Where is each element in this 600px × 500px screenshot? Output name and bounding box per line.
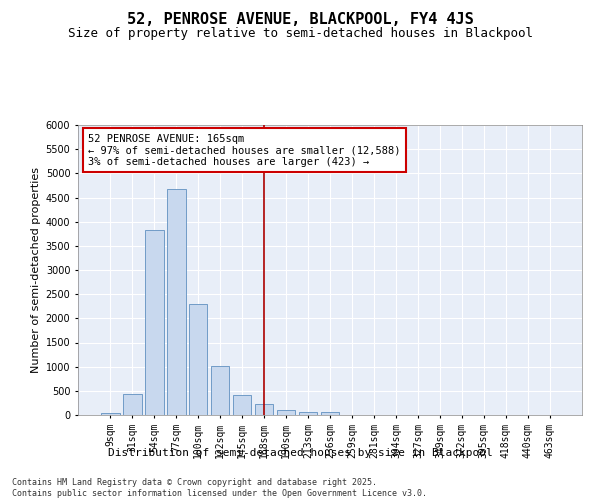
Y-axis label: Number of semi-detached properties: Number of semi-detached properties (31, 167, 41, 373)
Bar (299, 412, 317, 415)
Text: 52, PENROSE AVENUE, BLACKPOOL, FY4 4JS: 52, PENROSE AVENUE, BLACKPOOL, FY4 4JS (127, 12, 473, 28)
Bar (233, 395, 251, 415)
Bar (255, 404, 274, 415)
Bar (101, 412, 119, 415)
Bar (123, 394, 142, 415)
Bar (320, 412, 340, 415)
Text: Size of property relative to semi-detached houses in Blackpool: Size of property relative to semi-detach… (67, 28, 533, 40)
Bar (211, 366, 229, 415)
Bar (145, 230, 164, 415)
Text: Contains HM Land Registry data © Crown copyright and database right 2025.
Contai: Contains HM Land Registry data © Crown c… (12, 478, 427, 498)
Bar (189, 304, 208, 415)
Text: Distribution of semi-detached houses by size in Blackpool: Distribution of semi-detached houses by … (107, 448, 493, 458)
Bar (277, 410, 295, 415)
Bar (167, 189, 185, 415)
Text: 52 PENROSE AVENUE: 165sqm
← 97% of semi-detached houses are smaller (12,588)
3% : 52 PENROSE AVENUE: 165sqm ← 97% of semi-… (88, 134, 401, 167)
